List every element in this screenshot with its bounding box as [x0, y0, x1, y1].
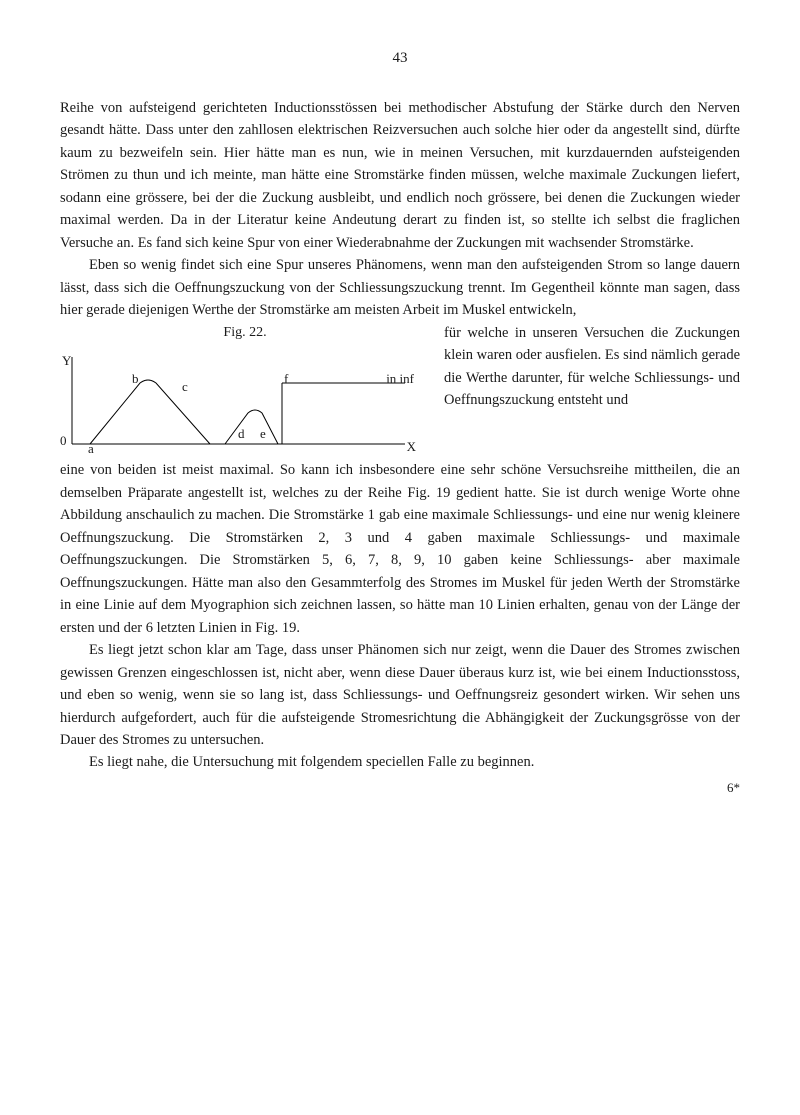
label-y: Y — [62, 351, 71, 371]
paragraph-2-right: für welche in unseren Versuchen die Zuck… — [444, 325, 740, 408]
figure-text-wrap: Fig. 22. Y 0 a b — [60, 322, 740, 460]
paragraph-2-lead: Eben so wenig findet sich eine Spur unse… — [60, 254, 740, 321]
label-a: a — [88, 439, 94, 459]
label-e: e — [260, 424, 266, 444]
paragraph-3: Es liegt jetzt schon klar am Tage, dass … — [60, 639, 740, 751]
label-b: b — [132, 369, 139, 389]
label-0: 0 — [60, 431, 67, 451]
figure-caption: Fig. 22. — [60, 322, 430, 344]
figure-22: Y 0 a b c d e f X in inf — [60, 349, 420, 459]
label-x: X — [407, 437, 416, 457]
label-f: f — [284, 369, 288, 389]
label-iniaf: in inf — [386, 369, 414, 389]
label-c: c — [182, 377, 188, 397]
signature-mark: 6* — [60, 780, 740, 796]
paragraph-2-cont: eine von beiden ist meist maximal. So ka… — [60, 459, 740, 639]
label-d: d — [238, 424, 245, 444]
page-number: 43 — [60, 50, 740, 67]
paragraph-4: Es liegt nahe, die Untersuchung mit folg… — [60, 751, 740, 773]
paragraph-1: Reihe von aufsteigend gerichteten Induct… — [60, 97, 740, 254]
